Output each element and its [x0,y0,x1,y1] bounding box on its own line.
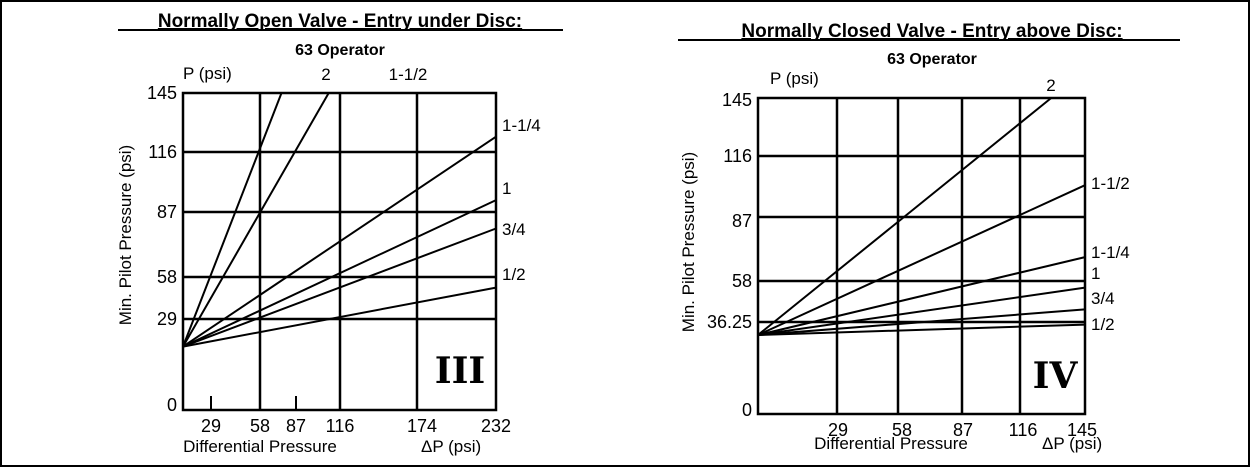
chart1-series-label-2: 1-1/4 [502,116,541,135]
chart1-x-tick-2: 87 [286,416,306,436]
chart2-y-unit: P (psi) [770,69,819,88]
chart1-series-line-4 [182,227,497,348]
chart1-title: Normally Open Valve - Entry under Disc: [158,11,522,32]
chart1-y-tick-2: 87 [157,202,177,222]
chart1-y-tick-5: 0 [167,395,177,415]
chart2-series-line-2 [757,256,1086,336]
chart2-series-line-1 [757,184,1086,336]
chart2-x-tick-2: 87 [953,420,973,440]
chart2-y-tick-4: 36.25 [707,312,752,332]
chart2-y-tick-5: 0 [742,400,752,420]
chart1-x-tick-4: 174 [407,416,437,436]
chart2-x-axis-label: Differential Pressure [814,434,968,453]
chart2-y-tick-1: 116 [723,146,752,166]
chart1-y-unit: P (psi) [183,64,232,83]
chart2-plot-frame [756,96,1087,416]
chart1-series-line-1 [182,92,330,348]
chart2-series-label-1: 1-1/2 [1091,174,1130,193]
chart2-x-unit: ΔP (psi) [1042,434,1102,453]
chart2-title: Normally Closed Valve - Entry above Disc… [741,21,1122,42]
chart2-y-tick-3: 58 [732,271,752,291]
chart2-badge: IV [1033,355,1079,397]
chart1-series-label-5: 1/2 [502,265,526,284]
chart2-x-tick-4: 145 [1067,420,1097,440]
chart1-x-tick-3: 116 [326,416,355,436]
chart2-series-line-5 [757,323,1086,336]
chart2-subtitle: 63 Operator [887,51,977,68]
chart1-series-label-1: 1-1/2 [389,65,428,84]
chart1-x-tick-5: 232 [481,416,511,436]
chart2-series-line-0 [757,97,1052,336]
chart1-x-tick-1: 58 [250,416,270,436]
chart2-x-tick-1: 58 [892,420,912,440]
chart2-y-tick-0: 145 [722,90,752,110]
chart2-series-label-2: 1-1/4 [1091,243,1130,262]
chart2-y-tick-2: 87 [732,211,752,231]
chart1-series-label-3: 1 [502,179,511,198]
chart2-series-label-4: 3/4 [1091,289,1115,308]
chart1-series-label-0: 2 [321,65,330,84]
chart2-series-line-3 [757,286,1086,336]
chart1-y-tick-3: 58 [157,267,177,287]
chart1-series-label-4: 3/4 [502,220,526,239]
chart1-x-tick-0: 29 [201,416,221,436]
chart1-series-line-3 [182,199,497,348]
chart1-series-line-0 [182,92,283,347]
chart2-series-label-5: 1/2 [1091,315,1115,334]
chart1-x-axis-label: Differential Pressure [183,437,337,456]
chart2-series-line-4 [757,308,1086,336]
chart1-y-axis-label: Min. Pilot Pressure (psi) [116,145,135,325]
chart1-y-tick-4: 29 [157,309,177,329]
chart2-y-axis-label: Min. Pilot Pressure (psi) [679,152,698,332]
chart2-series-label-3: 1 [1091,264,1100,283]
chart1-y-tick-0: 145 [147,83,177,103]
chart1-series-line-5 [182,286,497,348]
chart1-badge: III [435,350,486,392]
chart1-x-unit: ΔP (psi) [421,437,481,456]
chart1-y-tick-1: 116 [148,142,177,162]
chart2-x-tick-3: 116 [1009,420,1038,440]
chart1-series-line-2 [182,135,497,348]
chart1-subtitle: 63 Operator [295,42,385,59]
chart2-x-tick-0: 29 [828,420,848,440]
chart2-series-label-0: 2 [1046,76,1055,95]
